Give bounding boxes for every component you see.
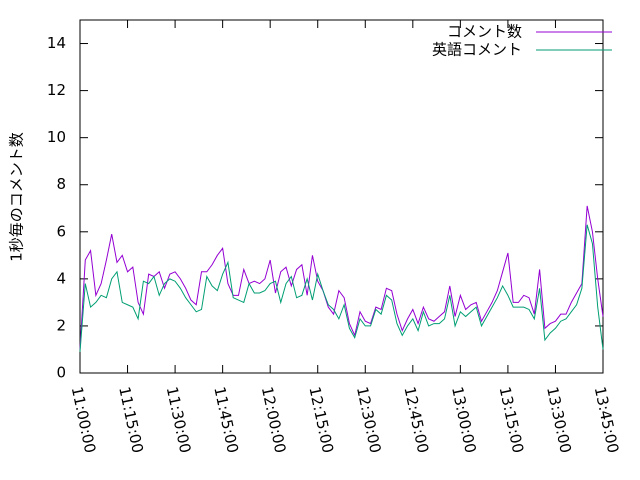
x-tick-label: 11:30:00 bbox=[163, 385, 195, 455]
y-tick-label: 12 bbox=[47, 81, 66, 99]
y-tick-label: 0 bbox=[56, 364, 66, 382]
x-tick-label: 11:00:00 bbox=[68, 385, 100, 455]
y-tick-label: 8 bbox=[56, 175, 66, 193]
y-tick-label: 2 bbox=[56, 316, 66, 334]
y-tick-label: 6 bbox=[56, 222, 66, 240]
legend-label: コメント数 bbox=[447, 23, 522, 41]
x-tick-label: 12:00:00 bbox=[258, 385, 290, 455]
x-tick-label: 11:15:00 bbox=[115, 385, 147, 455]
y-tick-label: 14 bbox=[47, 34, 66, 52]
series-line bbox=[79, 205, 604, 350]
x-tick-label: 13:15:00 bbox=[496, 385, 528, 455]
y-tick-label: 10 bbox=[47, 128, 66, 146]
x-tick-label: 12:15:00 bbox=[305, 385, 337, 455]
y-tick-label: 4 bbox=[56, 269, 66, 287]
x-tick-label: 12:30:00 bbox=[353, 385, 385, 455]
plot-border bbox=[79, 19, 604, 374]
x-tick-label: 13:30:00 bbox=[543, 385, 575, 455]
legend-label: 英語コメント bbox=[432, 41, 522, 59]
x-tick-label: 12:45:00 bbox=[401, 385, 433, 455]
x-tick-label: 13:45:00 bbox=[591, 385, 623, 455]
series-line bbox=[79, 224, 604, 352]
y-axis-label: 1秒毎のコメント数 bbox=[8, 132, 26, 262]
x-tick-label: 11:45:00 bbox=[210, 385, 242, 455]
x-tick-label: 13:00:00 bbox=[448, 385, 480, 455]
